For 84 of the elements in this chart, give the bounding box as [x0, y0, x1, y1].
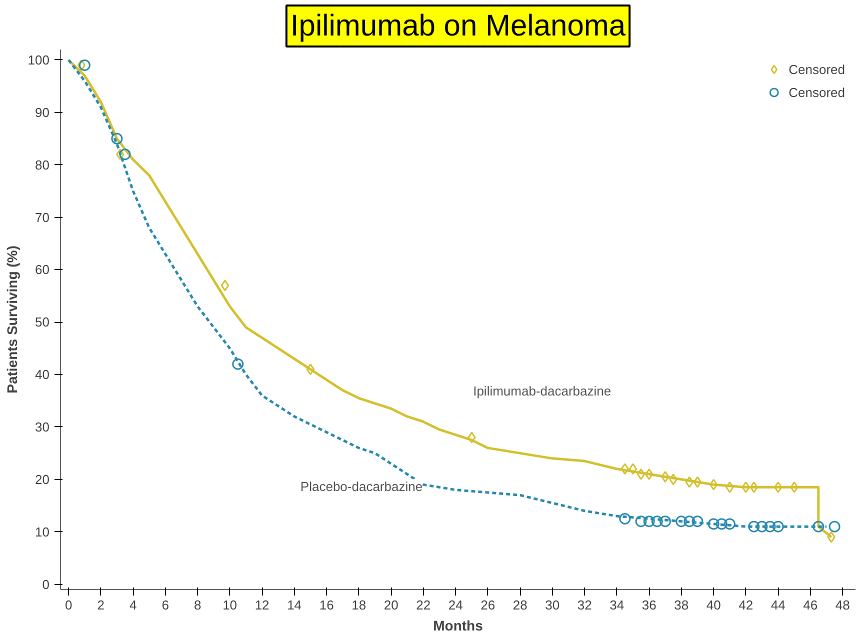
- point: [684, 516, 696, 528]
- point: [659, 516, 671, 528]
- x-tick-label: 32: [577, 598, 592, 612]
- x-tick-label: 6: [162, 598, 169, 612]
- point: [119, 148, 131, 160]
- x-tick-label: 0: [64, 598, 72, 612]
- point: [78, 59, 90, 71]
- x-tick-label: 10: [222, 598, 238, 612]
- y-tick-label: 80: [35, 157, 50, 172]
- point: [232, 358, 244, 370]
- point: [651, 516, 663, 528]
- point: [693, 476, 702, 488]
- y-tick-label: 100: [28, 52, 50, 68]
- x-tick-label: 24: [448, 598, 463, 612]
- point: [708, 518, 720, 530]
- point: [716, 518, 728, 530]
- x-tick-label: 40: [706, 598, 721, 612]
- point: [636, 468, 646, 480]
- point: [643, 516, 655, 528]
- point: [742, 482, 750, 494]
- point: [774, 482, 782, 494]
- x-tick-label: 18: [352, 598, 366, 612]
- x-tick-label: 14: [287, 598, 302, 612]
- point: [628, 463, 638, 475]
- x-tick-label: 30: [545, 598, 560, 612]
- point: [468, 432, 476, 444]
- annotation: Placebo-dacarbazine: [300, 479, 423, 494]
- x-tick-label: 34: [610, 598, 624, 612]
- y-tick-label: 90: [35, 104, 50, 120]
- point: [772, 520, 784, 532]
- point: [220, 280, 230, 292]
- point: [748, 520, 760, 532]
- point: [764, 520, 776, 532]
- legend-label: Censored: [788, 62, 845, 76]
- point: [828, 520, 840, 532]
- y-tick-label: 40: [35, 367, 50, 382]
- x-axis-title: Months: [433, 618, 484, 634]
- point: [116, 148, 124, 160]
- point: [661, 471, 670, 483]
- point: [685, 476, 694, 488]
- x-tick-label: 26: [480, 598, 496, 612]
- x-tick-label: 8: [194, 598, 202, 612]
- point: [692, 516, 704, 528]
- point: [306, 364, 315, 376]
- point: [726, 482, 734, 494]
- legend-label: Censored: [788, 84, 845, 100]
- point: [669, 474, 678, 486]
- x-tick-label: 46: [803, 598, 818, 612]
- point: [790, 482, 798, 494]
- x-tick-label: 28: [512, 598, 528, 612]
- x-tick-label: 2: [97, 598, 104, 612]
- point: [812, 520, 824, 532]
- point: [724, 518, 736, 530]
- y-tick-label: 60: [35, 262, 50, 278]
- y-tick-label: 70: [35, 210, 50, 225]
- x-tick-label: 22: [416, 598, 431, 612]
- x-tick-label: 44: [770, 598, 786, 612]
- x-tick-label: 4: [129, 598, 137, 612]
- x-tick-label: 16: [319, 598, 334, 612]
- y-tick-label: 10: [35, 524, 50, 540]
- y-tick-label: 30: [35, 419, 50, 434]
- point: [750, 482, 758, 494]
- y-tick-label: 20: [35, 472, 50, 487]
- point: [645, 468, 654, 480]
- x-tick-label: 36: [642, 598, 656, 612]
- y-tick-label: 0: [42, 576, 50, 592]
- point: [676, 516, 688, 528]
- y-axis-title: Patients Surviving (%): [4, 246, 20, 394]
- chart-title: Ipilimumab on Melanoma: [290, 10, 626, 42]
- point: [827, 531, 836, 543]
- point: [77, 59, 86, 71]
- y-tick-label: 50: [35, 314, 50, 330]
- annotation: Ipilimumab-dacarbazine: [473, 384, 612, 399]
- point: [619, 512, 631, 524]
- point: [635, 516, 647, 528]
- point: [710, 478, 718, 490]
- x-tick-label: 38: [674, 598, 689, 612]
- x-tick-label: 42: [738, 598, 754, 612]
- point: [620, 463, 629, 475]
- x-tick-label: 48: [835, 598, 850, 612]
- point: [111, 132, 123, 144]
- x-tick-label: 20: [384, 598, 398, 612]
- x-tick-label: 12: [254, 598, 270, 612]
- point: [756, 520, 768, 532]
